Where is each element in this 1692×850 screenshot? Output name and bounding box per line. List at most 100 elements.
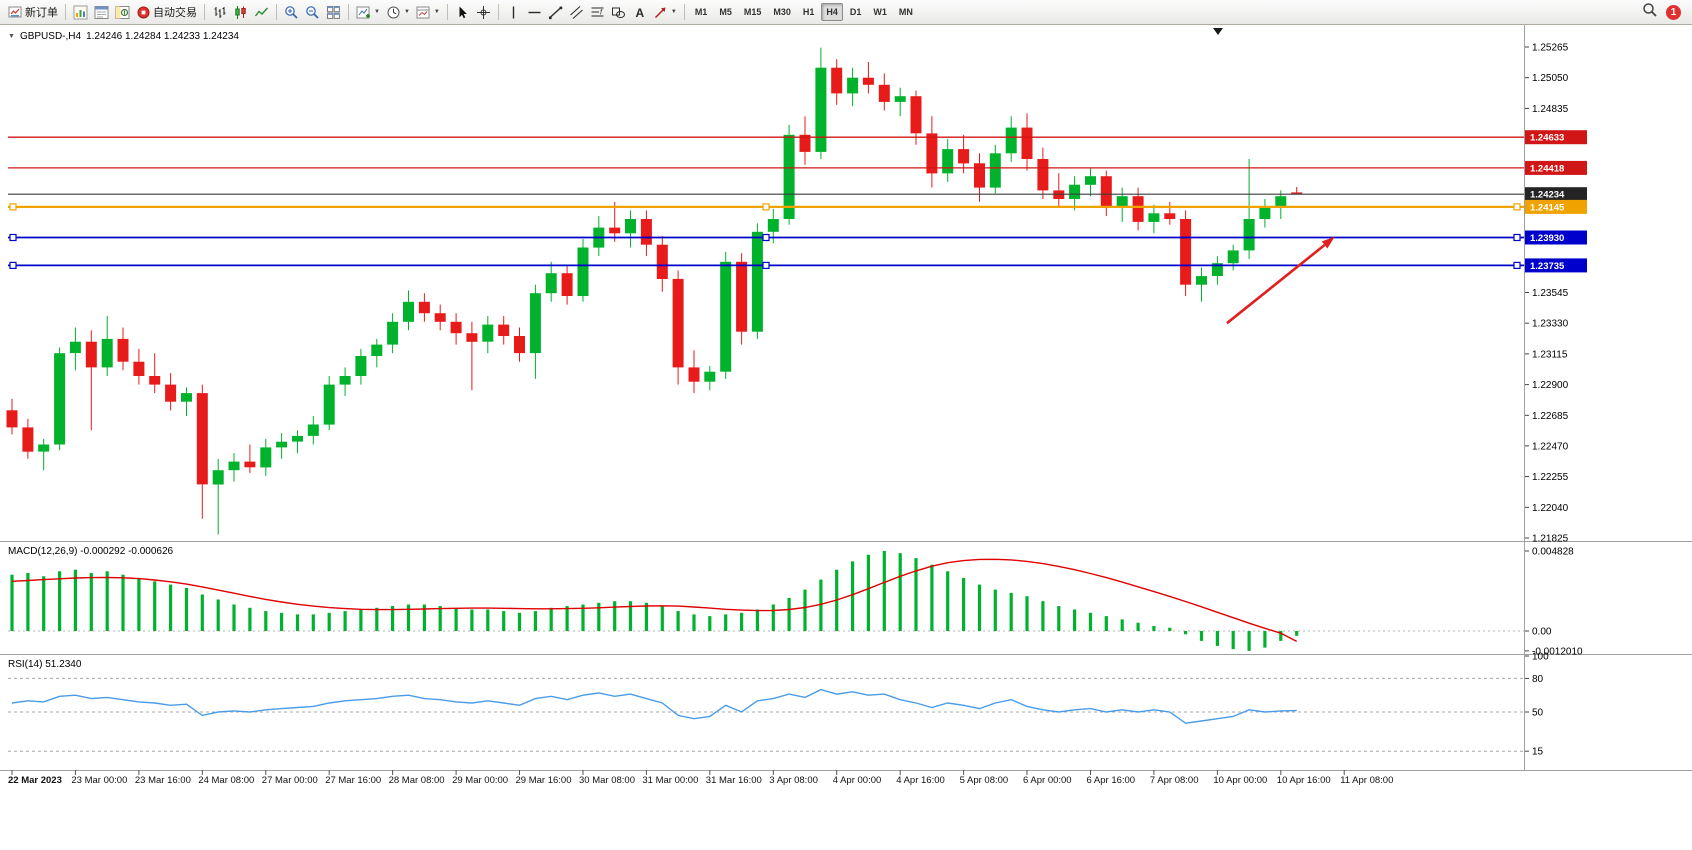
chevron-down-icon[interactable]: ▼ — [670, 9, 677, 15]
timeframe-m15[interactable]: M15 — [743, 7, 762, 17]
svg-text:1.24633: 1.24633 — [1530, 133, 1564, 144]
fibonacci-icon: f — [590, 5, 605, 20]
toolbar-separator — [65, 4, 66, 20]
svg-text:0.004828: 0.004828 — [1532, 547, 1574, 558]
data-window-icon — [94, 5, 109, 20]
indicators-button[interactable]: ▼ — [354, 2, 382, 22]
channel-icon — [569, 5, 584, 20]
text-button[interactable]: A — [630, 2, 649, 22]
candlestick-chart-icon — [233, 5, 248, 20]
svg-text:1.22900: 1.22900 — [1532, 380, 1569, 391]
shapes-button[interactable] — [609, 2, 628, 22]
svg-text:27 Mar 00:00: 27 Mar 00:00 — [262, 775, 318, 786]
time-marker-icon[interactable] — [1213, 28, 1223, 35]
notification-badge[interactable]: 1 — [1666, 4, 1681, 20]
channel-button[interactable] — [567, 2, 586, 22]
macd-indicator-label: MACD(12,26,9) -0.000292 -0.000626 — [8, 546, 174, 557]
svg-text:1.23330: 1.23330 — [1532, 319, 1569, 330]
template-icon — [416, 5, 431, 20]
svg-text:1.24234: 1.24234 — [1530, 190, 1565, 201]
horizontal-line-icon — [527, 5, 542, 20]
macd-axis-labels[interactable]: 0.004828 0.00 -0.0012010 — [1525, 547, 1583, 658]
market-watch-button[interactable] — [71, 2, 90, 22]
navigator-icon — [115, 5, 130, 20]
svg-text:24 Mar 08:00: 24 Mar 08:00 — [198, 775, 254, 786]
svg-text:1.21825: 1.21825 — [1532, 534, 1569, 545]
timeframe-h4[interactable]: H4 — [821, 3, 843, 21]
svg-text:30 Mar 08:00: 30 Mar 08:00 — [579, 775, 635, 786]
new-order-button[interactable]: 新订单 — [6, 2, 60, 22]
macd-histogram — [10, 551, 1299, 651]
zoom-in-button[interactable] — [282, 2, 301, 22]
zoom-out-icon — [305, 5, 320, 20]
zoom-out-button[interactable] — [303, 2, 322, 22]
line-handle[interactable] — [9, 233, 17, 242]
vertical-line-button[interactable] — [504, 2, 523, 22]
line-handle[interactable] — [762, 203, 770, 211]
line-handle[interactable] — [1513, 233, 1521, 242]
candlestick-chart-button[interactable] — [231, 2, 250, 22]
tile-windows-button[interactable] — [324, 2, 343, 22]
svg-text:5 Apr 08:00: 5 Apr 08:00 — [960, 775, 1009, 786]
collapse-arrow-icon[interactable]: ▼ — [8, 33, 15, 40]
periods-button[interactable]: ▼ — [384, 2, 412, 22]
horizontal-line-button[interactable] — [525, 2, 544, 22]
autotrading-button-label: 自动交易 — [153, 7, 197, 19]
svg-text:1.24835: 1.24835 — [1532, 104, 1569, 115]
autotrading-icon — [136, 5, 151, 20]
time-axis-labels[interactable]: 22 Mar 2023 23 Mar 00:00 23 Mar 16:00 24 Ma… — [8, 770, 1393, 786]
toolbar-right: 1 — [1642, 2, 1687, 23]
line-handle[interactable] — [762, 233, 770, 242]
chart-title: ▼ GBPUSD-,H4 1.24246 1.24284 1.24233 1.2… — [8, 31, 239, 42]
chevron-down-icon[interactable]: ▼ — [374, 9, 380, 15]
timeframe-d1[interactable]: D1 — [849, 7, 862, 17]
timeframe-m5[interactable]: M5 — [719, 7, 732, 17]
svg-text:1.23735: 1.23735 — [1530, 261, 1565, 272]
svg-text:31 Mar 16:00: 31 Mar 16:00 — [706, 775, 762, 786]
line-handle[interactable] — [9, 261, 17, 269]
toolbar-separator — [497, 4, 499, 20]
line-handle[interactable] — [762, 261, 770, 269]
line-handle[interactable] — [1513, 261, 1521, 269]
line-handle[interactable] — [1513, 203, 1521, 211]
fibonacci-button[interactable]: f — [588, 2, 607, 22]
svg-text:80: 80 — [1532, 674, 1544, 685]
search-icon[interactable] — [1642, 2, 1658, 23]
timeframe-m30[interactable]: M30 — [773, 7, 791, 17]
svg-text:1.22255: 1.22255 — [1532, 472, 1569, 483]
macd-signal-line — [11, 558, 1298, 643]
svg-text:1.24418: 1.24418 — [1530, 163, 1564, 174]
new-order-button-label: 新订单 — [25, 7, 58, 19]
svg-text:-0.0012010: -0.0012010 — [1532, 646, 1583, 657]
price-axis-labels[interactable]: 1.25265 1.25050 1.24835 1.23545 1.23330 1.231… — [1525, 43, 1569, 545]
svg-text:A: A — [635, 6, 644, 20]
svg-text:6 Apr 00:00: 6 Apr 00:00 — [1023, 775, 1072, 786]
market-watch-icon — [73, 5, 88, 20]
rsi-axis-labels[interactable]: 100 80 50 15 — [1525, 652, 1549, 758]
crosshair-button[interactable] — [474, 2, 493, 22]
trendline-button[interactable] — [546, 2, 565, 22]
navigator-button[interactable] — [113, 2, 132, 22]
data-window-button[interactable] — [92, 2, 111, 22]
line-handle[interactable] — [9, 203, 17, 211]
svg-text:10 Apr 00:00: 10 Apr 00:00 — [1213, 775, 1267, 786]
timeframe-w1[interactable]: W1 — [873, 7, 887, 17]
line-chart-button[interactable] — [252, 2, 271, 22]
bar-chart-button[interactable] — [210, 2, 229, 22]
chevron-down-icon[interactable]: ▼ — [403, 9, 410, 15]
svg-text:6 Apr 16:00: 6 Apr 16:00 — [1087, 775, 1136, 786]
timeframe-mn[interactable]: MN — [898, 7, 913, 17]
chevron-down-icon[interactable]: ▼ — [433, 9, 440, 15]
timeframe-h1[interactable]: H1 — [802, 7, 815, 17]
cursor-icon — [455, 5, 470, 20]
autotrading-button[interactable]: 自动交易 — [134, 2, 199, 22]
cursor-button[interactable] — [453, 2, 472, 22]
arrows-button[interactable]: ▼ — [651, 2, 679, 22]
svg-text:1.23545: 1.23545 — [1532, 288, 1569, 299]
rsi-level-lines — [8, 677, 1524, 752]
timeframe-m1[interactable]: M1 — [694, 7, 708, 17]
trend-arrow[interactable] — [1226, 236, 1335, 325]
templates-button[interactable]: ▼ — [414, 2, 442, 22]
